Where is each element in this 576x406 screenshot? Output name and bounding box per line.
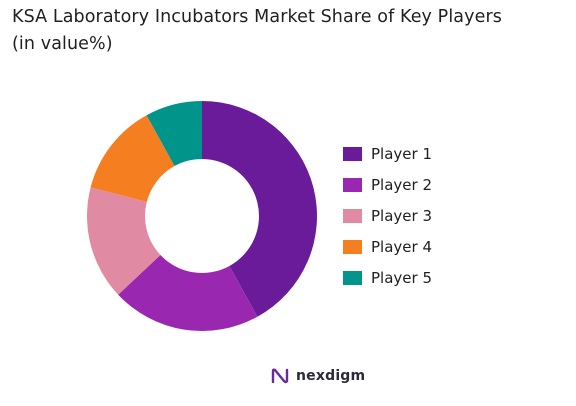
legend-item-player-5: Player 5 [343,268,432,288]
legend-item-player-4: Player 4 [343,237,432,257]
nexdigm-logo-icon [271,368,289,384]
legend-label-player-2: Player 2 [371,176,432,194]
brand-name: nexdigm [296,368,366,384]
legend-swatch-player-2 [343,178,362,192]
chart-title-line-2: (in value%) [12,34,113,54]
legend-label-player-1: Player 1 [371,145,432,163]
brand-logo: nexdigm [270,366,365,386]
legend-swatch-player-4 [343,240,362,254]
chart-title-line-1: KSA Laboratory Incubators Market Share o… [12,7,502,27]
chart-legend: Player 1 Player 2 Player 3 Player 4 Play… [343,144,432,299]
legend-swatch-player-3 [343,209,362,223]
donut-slice-player-2 [118,255,258,331]
legend-item-player-3: Player 3 [343,206,432,226]
donut-slice-player-5 [146,101,202,167]
legend-label-player-4: Player 4 [371,238,432,256]
chart-title: KSA Laboratory Incubators Market Share o… [12,4,564,58]
legend-swatch-player-5 [343,271,362,285]
legend-item-player-1: Player 1 [343,144,432,164]
legend-item-player-2: Player 2 [343,175,432,195]
donut-slice-player-1 [202,101,317,317]
legend-swatch-player-1 [343,147,362,161]
legend-label-player-5: Player 5 [371,269,432,287]
legend-label-player-3: Player 3 [371,207,432,225]
donut-slice-player-3 [87,187,161,295]
donut-slice-player-4 [90,115,175,202]
